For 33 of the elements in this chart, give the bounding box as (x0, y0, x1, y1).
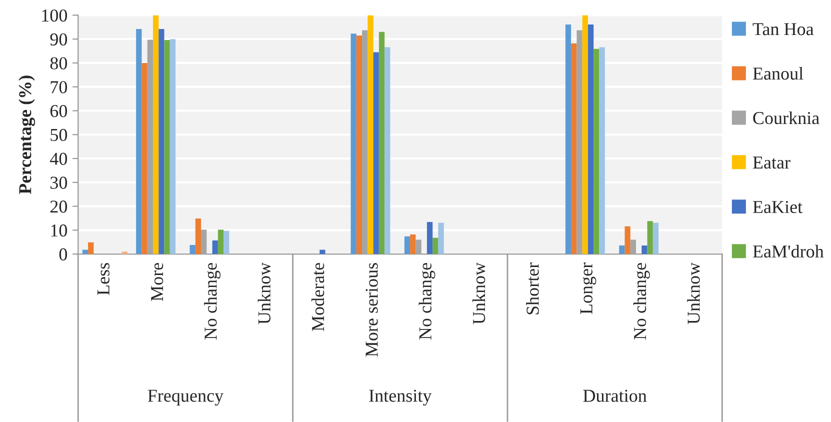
legend-label: EaKiet (752, 200, 802, 214)
x-tick-label: No change (204, 263, 220, 340)
y-tick-label: 50 (50, 128, 68, 142)
x-tick-label: More (151, 263, 164, 301)
y-tick-label: 20 (50, 200, 68, 213)
y-tick-label: 100 (42, 9, 68, 22)
x-tick-label: Shorter (526, 262, 539, 314)
text: Intensity (369, 390, 432, 406)
legend-label: EaM'droh (752, 244, 824, 258)
x-tick-label: Longer (580, 262, 596, 314)
x-tick-label: More serious (366, 263, 378, 357)
x-tick-label: Unknow (472, 262, 486, 324)
text: Duration (583, 390, 647, 402)
y-tick-label: 30 (50, 176, 68, 189)
x-tick-label: Less (97, 263, 110, 295)
y-tick-label: 60 (50, 104, 68, 118)
x-tick-label: No change (418, 263, 436, 340)
y-tick-label: 10 (51, 224, 68, 237)
y-tick-label: 40 (50, 152, 68, 165)
x-tick-label: Unknow (258, 262, 270, 324)
text: Frequency (148, 390, 224, 406)
x-tick-label: Moderate (311, 263, 324, 332)
legend-label: Eatar (752, 156, 790, 169)
legend-label: Courknia (753, 111, 820, 124)
y-tick-label: 0 (59, 248, 68, 260)
legend-label: Tan Hoa (752, 23, 814, 36)
y-axis-title: Percentage (%) (18, 76, 36, 194)
y-tick-label: 80 (50, 57, 68, 70)
y-tick-label: 70 (50, 81, 68, 94)
x-tick-label: Unknow (687, 262, 700, 324)
legend-label: Eanoul (752, 66, 804, 80)
y-tick-label: 90 (50, 33, 68, 46)
x-tick-label: No change (633, 263, 650, 340)
